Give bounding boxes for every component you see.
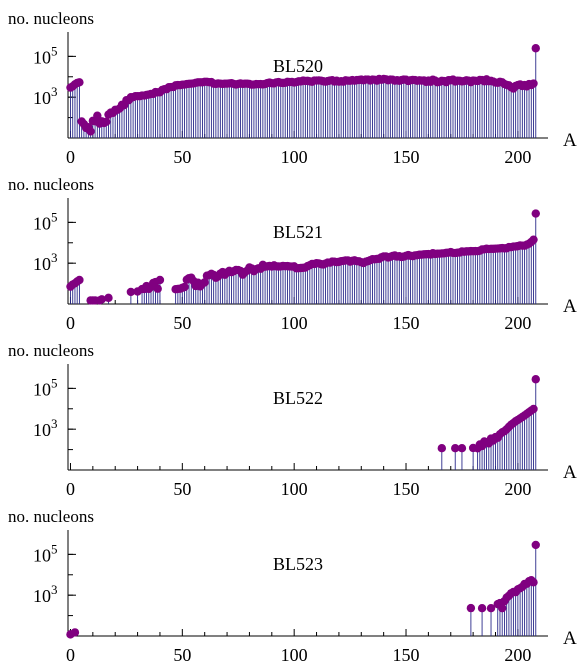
- series-label: BL523: [273, 554, 323, 574]
- x-tick-label: 150: [393, 479, 420, 499]
- x-tick-label: 0: [66, 479, 75, 499]
- data-point: [466, 603, 476, 613]
- data-point: [75, 78, 84, 87]
- chart-panel-BL521: no. nucleons 103 105 0 50 100 150 200 A BL521: [8, 175, 577, 333]
- data-point: [155, 275, 165, 285]
- series-label: BL521: [273, 222, 323, 242]
- data-point: [498, 603, 507, 613]
- data-point: [531, 44, 540, 53]
- data-point: [477, 604, 487, 613]
- series-label: BL520: [273, 56, 323, 76]
- y-tick-label: 103: [33, 84, 58, 108]
- y-axis-label: no. nucleons: [8, 507, 94, 526]
- data-point: [529, 79, 538, 88]
- series-BL520: [66, 44, 540, 138]
- x-axis-label: A: [563, 628, 577, 649]
- x-tick-label: 200: [504, 313, 531, 333]
- x-tick-label: 100: [281, 313, 308, 333]
- y-tick-label: 103: [33, 416, 58, 440]
- x-tick-label: 50: [173, 313, 191, 333]
- data-point: [531, 375, 540, 384]
- x-axis-label: A: [563, 130, 577, 151]
- series-label: BL522: [273, 388, 323, 408]
- y-axis-label: no. nucleons: [8, 9, 94, 28]
- y-tick-label: 103: [33, 250, 58, 274]
- x-tick-label: 0: [66, 645, 75, 665]
- data-point: [180, 282, 189, 292]
- x-tick-label: 100: [281, 645, 308, 665]
- series-BL522: [437, 375, 540, 470]
- data-point: [126, 287, 136, 297]
- x-tick-label: 150: [393, 645, 420, 665]
- data-point: [457, 444, 467, 453]
- y-axis-label: no. nucleons: [8, 341, 94, 360]
- data-point: [437, 444, 447, 453]
- data-point: [97, 295, 106, 304]
- chart-panel-BL522: no. nucleons 103 105 0 50 100 150 200 A BL522: [8, 341, 577, 499]
- y-tick-label: 105: [33, 43, 58, 67]
- x-tick-label: 200: [504, 479, 531, 499]
- data-point: [531, 209, 540, 218]
- data-point: [102, 117, 111, 127]
- data-point: [451, 444, 460, 453]
- chart-panel-BL520: no. nucleons 103 105 0 50 100 150 200 A BL520: [8, 9, 577, 167]
- x-tick-label: 200: [504, 645, 531, 665]
- y-tick-label: 105: [33, 209, 58, 233]
- x-tick-label: 50: [173, 645, 191, 665]
- data-point: [486, 604, 496, 613]
- data-point: [104, 293, 113, 303]
- data-point: [529, 235, 538, 244]
- x-tick-label: 50: [173, 479, 191, 499]
- y-tick-label: 105: [33, 375, 58, 399]
- x-tick-label: 150: [393, 313, 420, 333]
- data-point: [75, 275, 84, 285]
- y-tick-label: 105: [33, 541, 58, 565]
- data-point: [531, 540, 540, 550]
- x-tick-label: 50: [173, 147, 191, 167]
- data-point: [529, 578, 538, 587]
- series-BL523: [66, 540, 540, 639]
- y-tick-label: 103: [33, 582, 58, 606]
- x-tick-label: 150: [393, 147, 420, 167]
- x-tick-label: 0: [66, 313, 75, 333]
- x-tick-label: 100: [281, 147, 308, 167]
- data-point: [153, 284, 162, 293]
- x-tick-label: 0: [66, 147, 75, 167]
- x-axis-label: A: [563, 296, 577, 317]
- data-point: [86, 127, 95, 136]
- data-point: [200, 278, 209, 287]
- y-axis-label: no. nucleons: [8, 175, 94, 194]
- chart-panel-BL523: no. nucleons 103 105 0 50 100 150 200 A BL523: [8, 507, 577, 665]
- x-tick-label: 100: [281, 479, 308, 499]
- data-point: [529, 404, 538, 414]
- data-point: [70, 628, 80, 637]
- series-BL521: [66, 209, 540, 305]
- x-axis-label: A: [563, 462, 577, 483]
- x-tick-label: 200: [504, 147, 531, 167]
